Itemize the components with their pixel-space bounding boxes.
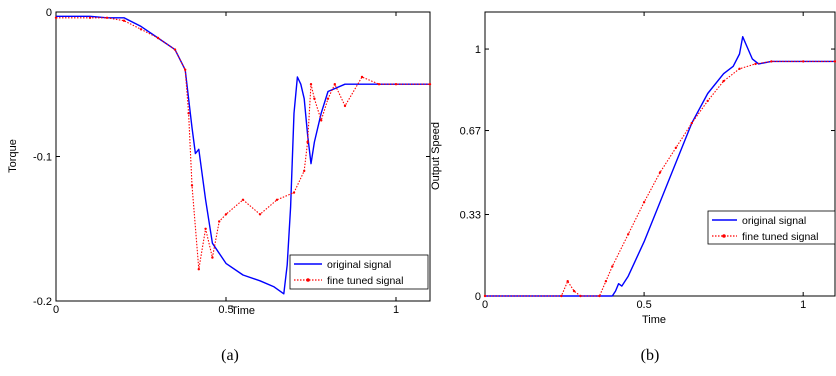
chart-b-legend: original signal fine tuned signal: [707, 210, 836, 245]
chart-b-ytick-label: 0.33: [460, 210, 481, 222]
chart-b-series-point: [690, 121, 693, 125]
chart-b-series-point: [722, 79, 725, 83]
chart-a-ylabel: Torque: [7, 139, 19, 173]
chart-b-xtick-label: 0.5: [636, 299, 651, 311]
chart-b-series-point: [560, 294, 563, 298]
chart-a-series-point: [333, 83, 336, 86]
chart-a-legend-marker-finetuned: [306, 278, 310, 282]
chart-b-ticks: 0 0.5 1 0 0.33 0.67 1: [460, 12, 835, 311]
chart-a-series-point: [241, 198, 245, 201]
chart-a-series-point: [309, 83, 313, 86]
chart-a-legend-label-original: original signal: [327, 259, 391, 271]
chart-b-series-point: [572, 289, 576, 293]
chart-a-xtick-label: 1: [393, 304, 399, 316]
chart-b-legend-box: [707, 210, 836, 245]
chart-a-series-point: [275, 198, 279, 201]
chart-a-series-point: [184, 68, 187, 72]
chart-b-series-point: [483, 294, 487, 298]
chart-a-ticks: 0 0.5 1 0 -0.1 -0.2: [33, 7, 430, 316]
chart-b-plot-area: [484, 11, 836, 297]
chart-b-legend-label-finetuned: fine tuned signal: [742, 231, 818, 243]
chart-b-series-point: [754, 62, 757, 66]
chart-b-series-point: [833, 60, 836, 63]
chart-a-series-point: [197, 268, 200, 271]
caption-b: (b): [641, 347, 660, 364]
chart-a-series-point: [122, 19, 126, 22]
chart-b-series-point: [738, 67, 741, 71]
chart-a-series-point: [204, 227, 207, 230]
chart-a-legend: original signal fine tuned signal: [289, 254, 429, 290]
chart-a-series-point: [360, 75, 364, 79]
chart-b-ytick-label: 1: [475, 44, 481, 56]
chart-a-series-point: [326, 97, 330, 100]
chart-a-series-point: [428, 83, 432, 86]
chart-b-legend-label-original: original signal: [742, 215, 806, 227]
chart-a-legend-box: [289, 254, 429, 290]
chart-a-series-point: [156, 36, 160, 40]
chart-a-series-point: [394, 83, 398, 86]
chart-b-ytick-label: 0.67: [460, 126, 481, 138]
chart-a-series-point: [258, 213, 262, 216]
chart-b-series-point: [642, 201, 646, 204]
chart-a-series: [54, 15, 432, 295]
chart-a-series-point: [211, 256, 214, 259]
chart-a-xtick-label: 0: [53, 304, 59, 316]
chart-b-series-point: [706, 99, 709, 103]
chart-a-plot-area: [55, 11, 431, 302]
chart-a-series-point: [190, 184, 194, 187]
chart-a-series-point: [54, 16, 58, 19]
chart-b-xtick-label: 1: [800, 299, 806, 311]
chart-a-series-point: [218, 220, 221, 223]
chart-a-ytick-label: -0.2: [33, 296, 52, 308]
chart-b-series-point: [627, 233, 630, 236]
chart-a-series-point: [306, 140, 309, 144]
chart-b-series-point: [598, 294, 601, 298]
chart-b-ylabel: Output Speed: [430, 122, 442, 190]
chart-b-xtick-label: 0: [482, 299, 488, 311]
chart-b-series-point: [802, 60, 805, 63]
chart-b-series-line-fine-tuned: [485, 60, 835, 297]
chart-a-series-point: [313, 97, 316, 100]
chart-a-ytick-label: -0.1: [33, 152, 52, 164]
caption-a: (a): [221, 347, 239, 364]
chart-a-xlabel: Time: [231, 305, 255, 317]
chart-a-series-point: [303, 169, 306, 173]
chart-a-xtick-label: 0.5: [218, 304, 233, 316]
chart-b-xlabel: Time: [642, 314, 666, 326]
chart-b-legend-marker-finetuned: [722, 234, 726, 238]
chart-a: 0 0.5 1 0 -0.1 -0.2 Time Torque original sign…: [7, 7, 432, 317]
chart-a-series-point: [105, 16, 109, 19]
chart-a-series-point: [224, 213, 228, 216]
chart-b-ytick-label: 0: [475, 291, 481, 303]
chart-b-series-line-original: [485, 36, 835, 297]
chart-a-series-line-original: [56, 15, 430, 295]
chart-b-series-point: [674, 146, 678, 149]
chart-a-series-point: [139, 28, 143, 31]
chart-b-series-point: [611, 265, 614, 268]
chart-a-ytick-label: 0: [46, 7, 52, 19]
chart-b: 0 0.5 1 0 0.33 0.67 1 Time Output Speed origin…: [430, 11, 836, 326]
chart-a-series-point: [187, 112, 190, 115]
chart-b-series-point: [566, 280, 569, 283]
chart-b-series-point: [604, 280, 608, 283]
chart-b-series-point: [770, 60, 773, 63]
chart-b-series-point: [579, 294, 582, 298]
chart-a-legend-label-finetuned: fine tuned signal: [327, 275, 403, 287]
chart-a-series-point: [292, 191, 296, 194]
chart-a-series-point: [88, 16, 92, 19]
chart-a-series-point: [343, 104, 347, 108]
chart-a-series-point: [377, 83, 381, 86]
chart-a-series-point: [173, 48, 177, 51]
chart-b-series-point: [658, 171, 662, 174]
chart-b-series: [483, 36, 836, 298]
chart-a-series-point: [320, 119, 323, 122]
